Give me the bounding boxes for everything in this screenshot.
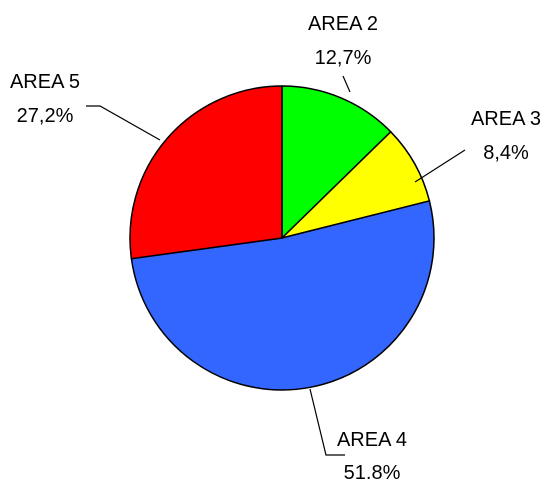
leader-line-area-5 xyxy=(86,105,161,141)
pie-slice-area-4 xyxy=(130,200,435,391)
pie-slice-area-2 xyxy=(281,85,392,240)
slice-value-area-2: 12,7% xyxy=(315,47,372,69)
slice-label-area-4: AREA 4 xyxy=(337,429,407,451)
leader-line-area-2 xyxy=(342,75,351,93)
slice-label-area-2: AREA 2 xyxy=(308,13,378,35)
slice-value-area-3: 8,4% xyxy=(483,142,529,164)
slice-value-area-5: 27,2% xyxy=(17,105,74,127)
leader-lines xyxy=(86,75,466,456)
leader-line-area-4 xyxy=(309,388,345,456)
slice-label-area-3: AREA 3 xyxy=(471,108,541,130)
leader-line-area-3 xyxy=(414,149,466,183)
slice-label-area-5: AREA 5 xyxy=(10,71,80,93)
pie-slices xyxy=(129,85,435,391)
slice-labels: AREA 2 12,7% AREA 3 8,4% AREA 4 51,8% AREA 5 27… xyxy=(10,13,541,479)
pie-slice-area-5 xyxy=(129,85,283,260)
slice-value-area-4: 51,8% xyxy=(344,462,401,479)
